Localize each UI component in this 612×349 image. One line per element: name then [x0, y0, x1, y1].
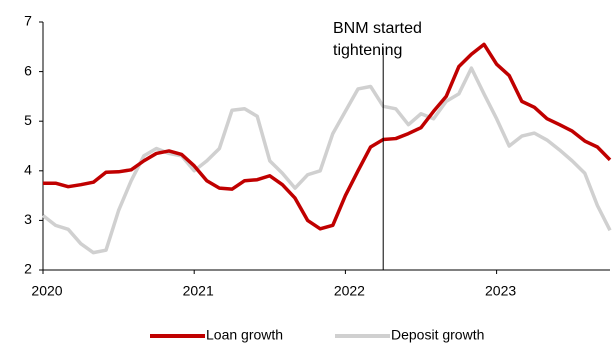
y-tick-label: 2	[24, 261, 32, 277]
y-tick-label: 3	[24, 211, 32, 227]
x-tick-label: 2022	[334, 283, 365, 299]
x-tick-label: 2021	[183, 283, 214, 299]
annotation-text: tightening	[333, 42, 402, 59]
line-series	[43, 42, 612, 231]
x-tick-label: 2020	[31, 283, 62, 299]
legend-label: Loan growth	[206, 327, 283, 343]
y-tick-label: 4	[24, 162, 32, 178]
x-tick-label: 2023	[485, 283, 516, 299]
y-tick-label: 6	[24, 62, 32, 78]
line-series	[41, 66, 612, 255]
annotation-text: BNM started	[333, 20, 422, 37]
y-tick-label: 7	[24, 13, 32, 29]
legend-label: Deposit growth	[391, 327, 484, 343]
y-tick-label: 5	[24, 112, 32, 128]
